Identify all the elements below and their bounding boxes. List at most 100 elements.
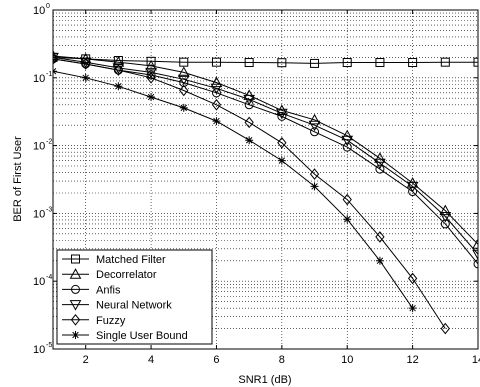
data-point-triangle-up [374,152,386,163]
data-point-circle [375,164,385,174]
legend-entry: Neural Network [62,300,172,312]
data-point-square [375,58,385,68]
data-point-square [277,58,287,68]
data-point-triangle-up [472,238,478,249]
y-tick-label: 10 [33,73,45,85]
y-tick-label: 10 [33,344,45,356]
data-point-diamond [179,84,189,97]
data-point-triangle-up [177,66,190,77]
x-axis-title: SNR1 (dB) [238,374,291,386]
x-tick-label: 2 [83,354,89,366]
data-point-diamond [53,53,58,65]
legend-marker-diamond [70,313,81,326]
series-single-user-bound [53,67,417,313]
data-point-diamond [440,322,450,335]
data-point-square [440,57,450,67]
series-group [53,49,478,335]
legend-marker-triangle-down [69,300,82,311]
data-point-circle [277,111,287,121]
data-point-triangle-up [439,204,452,216]
data-point-diamond [244,116,254,129]
legend-entry: Matched Filter [62,254,166,266]
y-tick-label: 10 [33,141,45,153]
data-point-square [310,58,320,68]
data-point-circle [440,219,450,229]
data-point-circle [211,88,221,98]
data-point-star [343,215,352,224]
data-point-star [245,136,254,145]
data-point-diamond [342,193,352,206]
data-point-circle [408,187,418,197]
data-point-triangle-up [210,76,223,88]
x-tick-label: 10 [341,354,353,366]
data-point-star [277,156,286,165]
series-line [53,56,478,64]
plot-frame [52,9,479,350]
legend-label: Single User Bound [96,330,188,342]
data-point-triangle-up [145,59,157,71]
legend-marker-star [71,331,80,339]
data-point-star [114,82,123,91]
series-line [53,70,414,309]
data-point-diamond [113,64,124,76]
data-point-triangle-down [472,249,478,261]
data-point-diamond [407,272,418,285]
data-point-diamond [375,231,385,243]
data-point-star [212,117,221,126]
y-tick-exponent: -3 [46,206,52,213]
data-point-triangle-down [243,94,256,106]
data-point-square [179,57,189,67]
data-point-triangle-down [145,67,157,79]
data-point-triangle-up [308,113,321,125]
legend-entry: Single User Bound [62,330,188,342]
data-point-star [310,182,319,191]
legend-entry: Anfis [62,284,121,296]
data-point-triangle-down [53,52,59,64]
data-point-star [179,103,188,112]
data-point-square [408,58,418,68]
legend-label: Anfis [96,284,121,296]
legend-entry: Fuzzy [62,313,126,327]
y-axis-title: BER of First User [12,136,24,222]
grid [53,10,478,349]
y-tick-exponent: -2 [46,139,52,146]
x-tick-label: 6 [213,354,219,366]
data-point-circle [146,70,156,80]
data-point-square [146,56,156,66]
legend-label: Decorrelator [96,269,157,281]
data-point-diamond [146,71,156,84]
data-point-square [342,58,352,68]
legend-label: Fuzzy [96,315,126,327]
data-point-triangle-down [374,158,386,170]
series-line [53,58,446,329]
data-point-triangle-down [439,212,452,223]
data-point-star [408,304,417,313]
legend-marker-triangle-up [69,268,82,279]
x-tick-label: 4 [148,354,154,366]
y-tick-exponent: -4 [46,274,52,281]
x-tick-label: 12 [406,354,418,366]
y-tick-exponent: -1 [46,71,52,78]
data-point-star [147,93,156,102]
data-point-star [81,73,90,82]
legend-label: Neural Network [96,300,172,312]
data-point-circle [179,78,189,88]
data-point-triangle-down [308,120,321,132]
legend-marker-square [71,254,80,264]
data-point-diamond [277,136,287,149]
y-tick-label: 10 [33,208,45,220]
legend-entry: Decorrelator [62,268,157,281]
series-line [53,55,478,245]
data-point-triangle-down [275,108,288,120]
data-point-square [244,58,254,68]
data-point-circle [244,100,254,110]
y-tick-exponent: -5 [46,342,52,349]
data-point-circle [310,127,320,137]
legend-label: Matched Filter [96,254,166,266]
data-point-circle [342,142,352,152]
legend-marker-circle [71,284,80,294]
data-point-triangle-down [406,181,419,193]
data-point-triangle-down [341,135,354,147]
